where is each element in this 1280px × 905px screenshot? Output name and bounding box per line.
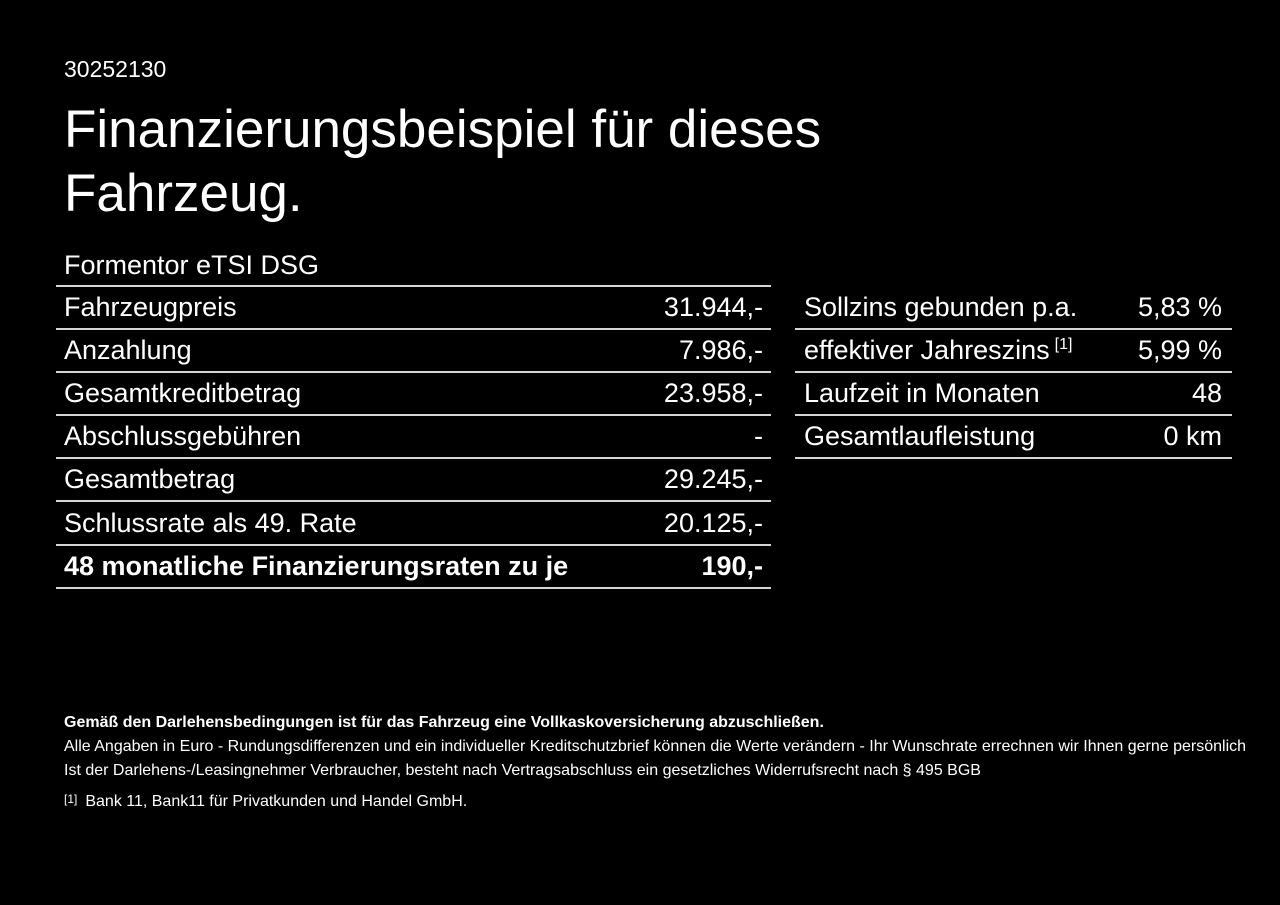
disclaimer-line-2: Ist der Darlehens-/Leasingnehmer Verbrau… <box>64 762 981 779</box>
row-value: 190,- <box>701 550 763 581</box>
table-row: Anzahlung 7.986,- <box>56 330 771 374</box>
disclaimer-line-1: Alle Angaben in Euro - Rundungsdifferenz… <box>64 738 1247 755</box>
row-value: 23.958,- <box>663 378 763 409</box>
row-label: Anzahlung <box>64 335 192 366</box>
finance-table-rows: Fahrzeugpreis 31.944,- Anzahlung 7.986,- Ges… <box>56 287 771 589</box>
footnote-text: Bank 11, Bank11 für Privatkunden und Han… <box>85 793 468 810</box>
row-value: 31.944,- <box>663 292 763 323</box>
table-row: Schlussrate als 49. Rate 20.125,- <box>56 502 771 546</box>
table-row: Sollzins gebunden p.a. 5,83 % <box>795 287 1232 331</box>
row-label: Sollzins gebunden p.a. <box>804 292 1078 323</box>
table-row: Laufzeit in Monaten 48 <box>795 373 1232 417</box>
row-label: Schlussrate als 49. Rate <box>64 507 357 538</box>
offer-id: 30252130 <box>64 56 167 82</box>
row-value: 5,83 % <box>1137 292 1222 323</box>
table-row: Gesamtlaufleistung 0 km <box>795 416 1232 460</box>
row-label: Gesamtbetrag <box>64 464 236 495</box>
finance-table: Formentor eTSI DSG Fahrzeugpreis 31.944,-… <box>56 246 771 589</box>
row-value: 48 <box>1191 378 1222 409</box>
row-label: Laufzeit in Monaten <box>804 378 1040 409</box>
table-row: Fahrzeugpreis 31.944,- <box>56 287 771 331</box>
row-label: 48 monatliche Finanzierungsraten zu je <box>64 550 569 581</box>
footnote-ref: [1] <box>1054 336 1073 354</box>
table-row: Abschlussgebühren - <box>56 416 771 460</box>
page-title: Finanzierungsbeispiel für dieses Fahrzeu… <box>64 100 822 223</box>
row-label: Fahrzeugpreis <box>64 292 237 323</box>
vehicle-model-name: Formentor eTSI DSG <box>56 246 771 287</box>
table-row: Gesamtkreditbetrag 23.958,- <box>56 373 771 417</box>
row-label: Abschlussgebühren <box>64 421 302 452</box>
row-label: effektiver Jahreszins [1] <box>804 335 1073 366</box>
row-value: 0 km <box>1163 421 1222 452</box>
table-row: effektiver Jahreszins [1] 5,99 % <box>795 330 1232 374</box>
table-row: Gesamtbetrag 29.245,- <box>56 459 771 503</box>
insurance-note: Gemäß den Darlehensbedingungen ist für d… <box>64 714 824 731</box>
row-label: Gesamtkreditbetrag <box>64 378 302 409</box>
row-value: 29.245,- <box>663 464 763 495</box>
conditions-table: Sollzins gebunden p.a. 5,83 % effektiver J… <box>795 287 1232 460</box>
footnote-marker: [1] <box>64 792 78 806</box>
bank-footnote: [1] Bank 11, Bank11 für Privatkunden und … <box>64 789 467 812</box>
row-value: 20.125,- <box>663 507 763 538</box>
row-label: Gesamtlaufleistung <box>804 421 1036 452</box>
row-value: 7.986,- <box>678 335 763 366</box>
table-row: 48 monatliche Finanzierungsraten zu je 19… <box>56 546 771 589</box>
row-value: 5,99 % <box>1137 335 1222 366</box>
row-value: - <box>754 421 763 452</box>
